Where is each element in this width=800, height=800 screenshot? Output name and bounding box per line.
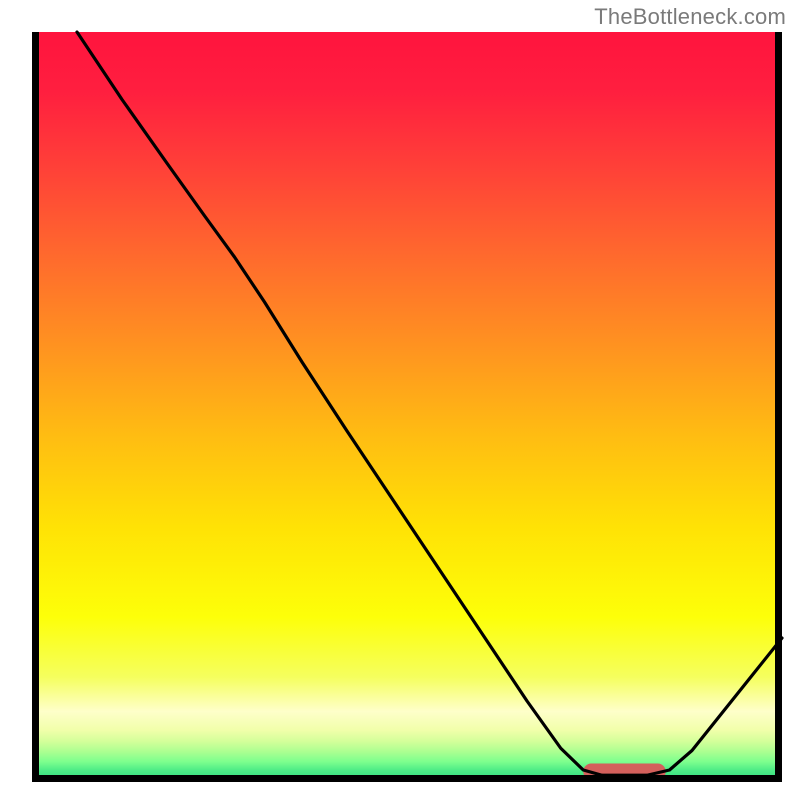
plot-area [32,32,782,782]
watermark-text: TheBottleneck.com [594,4,786,30]
curve-layer [32,32,782,782]
bottleneck-curve [77,32,782,775]
optimum-marker [583,764,666,780]
